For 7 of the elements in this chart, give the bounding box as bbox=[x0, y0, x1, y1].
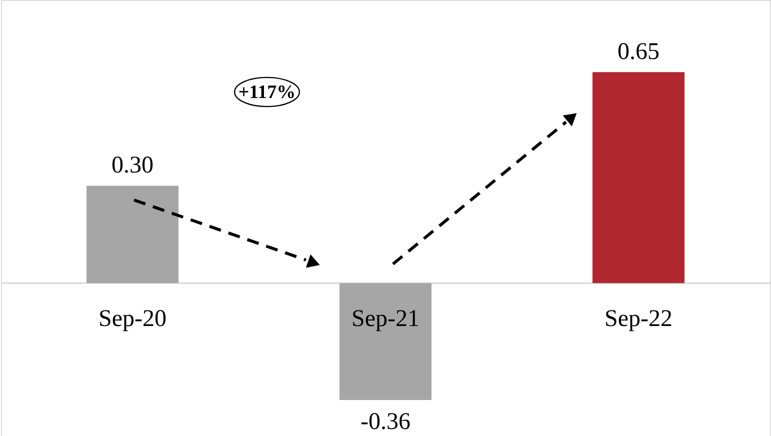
x-tick-label: Sep-20 bbox=[98, 306, 166, 332]
x-tick-label: Sep-22 bbox=[604, 306, 672, 332]
data-label: -0.36 bbox=[360, 408, 410, 435]
data-label: 0.30 bbox=[112, 152, 154, 179]
data-label: 0.65 bbox=[618, 39, 660, 66]
annotation: +117% bbox=[238, 82, 296, 103]
x-tick-label: Sep-21 bbox=[352, 306, 420, 332]
